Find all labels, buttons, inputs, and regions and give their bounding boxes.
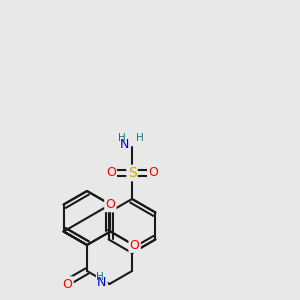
Text: O: O <box>106 167 116 179</box>
Text: H: H <box>96 272 104 282</box>
Text: O: O <box>62 278 72 290</box>
Text: O: O <box>105 198 115 211</box>
Text: H: H <box>118 133 126 143</box>
Text: S: S <box>128 166 136 180</box>
Text: O: O <box>130 239 140 252</box>
Text: O: O <box>148 167 158 179</box>
Text: N: N <box>97 275 106 289</box>
Text: N: N <box>120 139 129 152</box>
Text: H: H <box>136 133 144 143</box>
